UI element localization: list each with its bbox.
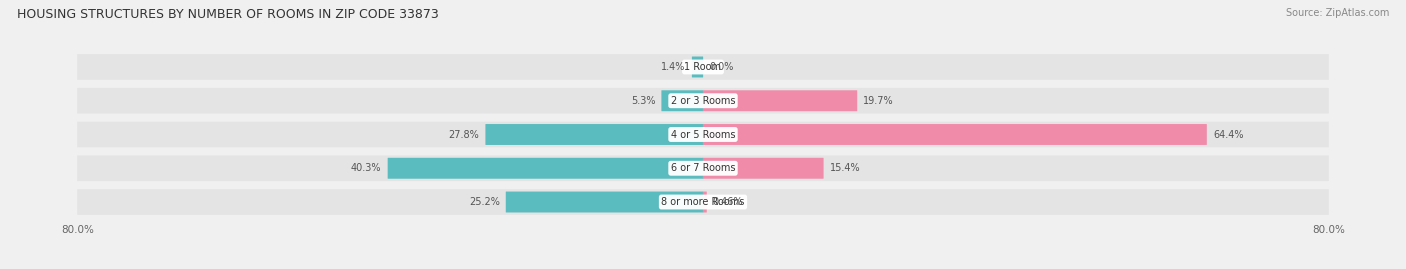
Text: 4 or 5 Rooms: 4 or 5 Rooms bbox=[671, 129, 735, 140]
Text: 2 or 3 Rooms: 2 or 3 Rooms bbox=[671, 96, 735, 106]
FancyBboxPatch shape bbox=[661, 90, 703, 111]
FancyBboxPatch shape bbox=[703, 90, 858, 111]
FancyBboxPatch shape bbox=[388, 158, 703, 179]
Text: 6 or 7 Rooms: 6 or 7 Rooms bbox=[671, 163, 735, 173]
Text: Source: ZipAtlas.com: Source: ZipAtlas.com bbox=[1285, 8, 1389, 18]
Text: 64.4%: 64.4% bbox=[1213, 129, 1243, 140]
Text: HOUSING STRUCTURES BY NUMBER OF ROOMS IN ZIP CODE 33873: HOUSING STRUCTURES BY NUMBER OF ROOMS IN… bbox=[17, 8, 439, 21]
Text: 8 or more Rooms: 8 or more Rooms bbox=[661, 197, 745, 207]
FancyBboxPatch shape bbox=[77, 155, 1329, 181]
FancyBboxPatch shape bbox=[703, 124, 1206, 145]
Text: 0.46%: 0.46% bbox=[713, 197, 744, 207]
FancyBboxPatch shape bbox=[77, 122, 1329, 147]
FancyBboxPatch shape bbox=[485, 124, 703, 145]
Text: 27.8%: 27.8% bbox=[449, 129, 479, 140]
FancyBboxPatch shape bbox=[77, 189, 1329, 215]
FancyBboxPatch shape bbox=[77, 88, 1329, 114]
FancyBboxPatch shape bbox=[77, 54, 1329, 80]
FancyBboxPatch shape bbox=[692, 56, 703, 77]
FancyBboxPatch shape bbox=[703, 158, 824, 179]
Text: 25.2%: 25.2% bbox=[468, 197, 499, 207]
FancyBboxPatch shape bbox=[506, 192, 703, 213]
Text: 15.4%: 15.4% bbox=[830, 163, 860, 173]
Text: 5.3%: 5.3% bbox=[631, 96, 655, 106]
Text: 0.0%: 0.0% bbox=[709, 62, 734, 72]
Text: 40.3%: 40.3% bbox=[352, 163, 381, 173]
Text: 1.4%: 1.4% bbox=[661, 62, 686, 72]
Text: 19.7%: 19.7% bbox=[863, 96, 894, 106]
Text: 1 Room: 1 Room bbox=[685, 62, 721, 72]
FancyBboxPatch shape bbox=[703, 192, 707, 213]
